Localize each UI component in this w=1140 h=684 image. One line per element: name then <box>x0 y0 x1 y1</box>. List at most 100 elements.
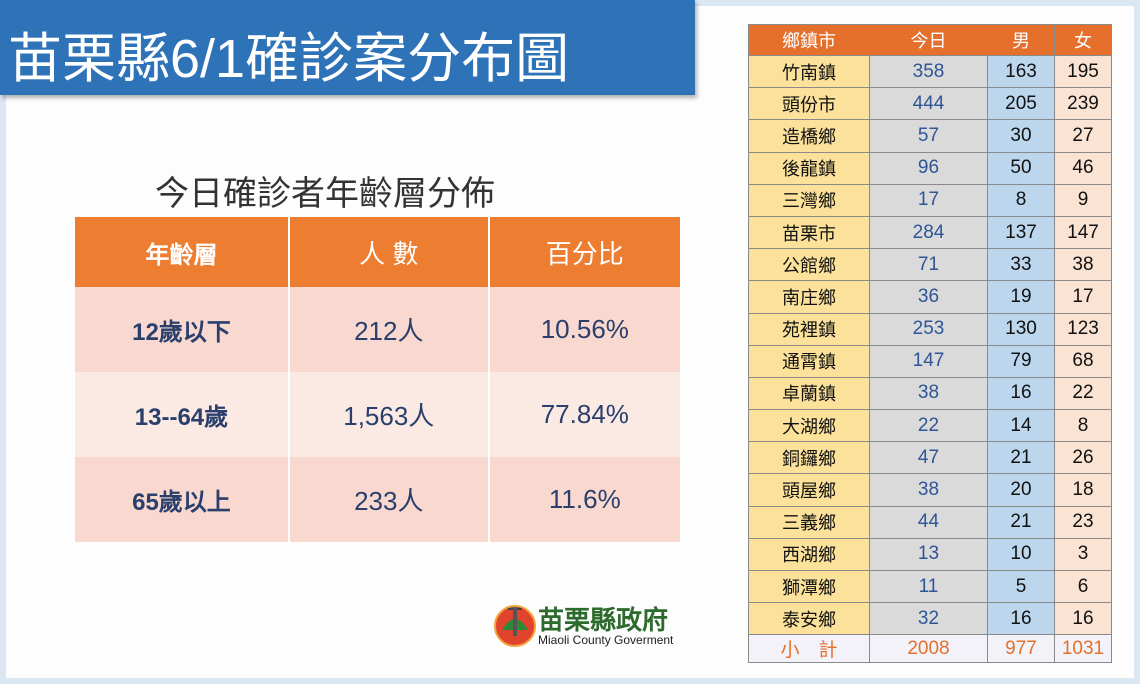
row: 通霄鎮 147 79 68 <box>748 344 1112 378</box>
cell: 253 <box>869 312 988 346</box>
cell: 50 <box>987 151 1055 185</box>
total-row: 小 計 2008 977 1031 <box>748 634 1112 664</box>
cell: 23 <box>1054 505 1112 539</box>
cell: 3 <box>1054 537 1112 572</box>
row: 銅鑼鄉 47 21 26 <box>748 441 1112 475</box>
cell: 卓蘭鎮 <box>748 376 870 411</box>
header-cell: 百分比 <box>488 217 680 287</box>
cell: 獅潭鄉 <box>748 569 870 604</box>
row: 獅潭鄉 11 5 6 <box>748 569 1112 604</box>
cell: 137 <box>987 215 1055 250</box>
age-table: 年齡層人 數百分比 12歲以下 212人 10.56% 13--64歲 1,563人 77.… <box>75 217 680 542</box>
cell: 1,563人 <box>288 372 490 457</box>
row: 苗栗市 284 137 147 <box>748 215 1112 250</box>
cell: 南庄鄉 <box>748 280 870 314</box>
total-cell: 小 計 <box>748 634 870 664</box>
cell: 17 <box>1054 280 1112 314</box>
cell: 130 <box>987 312 1055 346</box>
cell: 後龍鎮 <box>748 151 870 185</box>
cell: 8 <box>987 183 1055 217</box>
cell: 22 <box>1054 376 1112 411</box>
row: 13--64歲 1,563人 77.84% <box>75 372 680 457</box>
cell: 30 <box>987 119 1055 153</box>
total-cell: 2008 <box>869 634 988 664</box>
row: 頭份市 444 205 239 <box>748 87 1112 121</box>
cell: 18 <box>1054 473 1112 507</box>
cell: 5 <box>987 569 1055 604</box>
cell: 6 <box>1054 569 1112 604</box>
cell: 通霄鎮 <box>748 344 870 378</box>
cell: 16 <box>987 376 1055 411</box>
cell: 21 <box>987 441 1055 475</box>
cell: 三灣鄉 <box>748 183 870 217</box>
cell: 26 <box>1054 441 1112 475</box>
total-cell: 977 <box>987 634 1055 664</box>
cell: 47 <box>869 441 988 475</box>
cell: 大湖鄉 <box>748 409 870 443</box>
cell: 233人 <box>288 457 490 542</box>
cell: 147 <box>1054 215 1112 250</box>
cell: 147 <box>869 344 988 378</box>
cell: 20 <box>987 473 1055 507</box>
cell: 頭屋鄉 <box>748 473 870 507</box>
cell: 38 <box>1054 248 1112 282</box>
cell: 358 <box>869 54 988 89</box>
cell: 96 <box>869 151 988 185</box>
row: 後龍鎮 96 50 46 <box>748 151 1112 185</box>
row: 卓蘭鎮 38 16 22 <box>748 376 1112 411</box>
cell: 13--64歲 <box>75 372 290 457</box>
cell: 77.84% <box>488 372 680 457</box>
row: 頭屋鄉 38 20 18 <box>748 473 1112 507</box>
cell: 68 <box>1054 344 1112 378</box>
cell: 284 <box>869 215 988 250</box>
page-title: 苗栗縣6/1確診案分布圖 <box>8 29 570 89</box>
header-cell: 人 數 <box>288 217 490 287</box>
row: 三義鄉 44 21 23 <box>748 505 1112 539</box>
cell: 17 <box>869 183 988 217</box>
cell: 銅鑼鄉 <box>748 441 870 475</box>
cell: 泰安鄉 <box>748 602 870 636</box>
cell: 239 <box>1054 87 1112 121</box>
cell: 27 <box>1054 119 1112 153</box>
cell: 444 <box>869 87 988 121</box>
cell: 46 <box>1054 151 1112 185</box>
cell: 33 <box>987 248 1055 282</box>
cell: 36 <box>869 280 988 314</box>
row: 造橋鄉 57 30 27 <box>748 119 1112 153</box>
cell: 苗栗市 <box>748 215 870 250</box>
logo-text: 苗栗縣政府 <box>538 606 669 635</box>
header-cell: 年齡層 <box>75 217 290 287</box>
cell: 21 <box>987 505 1055 539</box>
cell: 57 <box>869 119 988 153</box>
cell: 三義鄉 <box>748 505 870 539</box>
cell: 12歲以下 <box>75 287 290 372</box>
cell: 212人 <box>288 287 490 372</box>
row: 竹南鎮 358 163 195 <box>748 54 1112 89</box>
cell: 8 <box>1054 409 1112 443</box>
cell: 22 <box>869 409 988 443</box>
header-cell: 男 <box>987 24 1055 56</box>
cell: 竹南鎮 <box>748 54 870 89</box>
cell: 10 <box>987 537 1055 572</box>
cell: 造橋鄉 <box>748 119 870 153</box>
row: 泰安鄉 32 16 16 <box>748 602 1112 636</box>
cell: 32 <box>869 602 988 636</box>
cell: 205 <box>987 87 1055 121</box>
total-cell: 1031 <box>1054 634 1112 664</box>
header-cell: 鄉鎮市 <box>748 24 870 56</box>
cell: 163 <box>987 54 1055 89</box>
header-cell: 今日 <box>869 24 988 56</box>
row: 西湖鄉 13 10 3 <box>748 537 1112 572</box>
cell: 195 <box>1054 54 1112 89</box>
cell: 79 <box>987 344 1055 378</box>
cell: 38 <box>869 473 988 507</box>
cell: 公館鄉 <box>748 248 870 282</box>
cell: 38 <box>869 376 988 411</box>
cell: 9 <box>1054 183 1112 217</box>
cell: 頭份市 <box>748 87 870 121</box>
header-row: 年齡層人 數百分比 <box>75 217 680 287</box>
cell: 65歲以上 <box>75 457 290 542</box>
header-cell: 女 <box>1054 24 1112 56</box>
cell: 16 <box>1054 602 1112 636</box>
